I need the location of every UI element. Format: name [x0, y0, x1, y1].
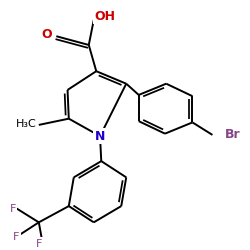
Text: F: F	[36, 238, 42, 248]
Text: F: F	[13, 232, 20, 242]
Text: H₃C: H₃C	[16, 119, 37, 129]
Text: O: O	[42, 28, 52, 41]
Text: F: F	[10, 204, 16, 214]
Text: N: N	[95, 130, 105, 143]
Text: Br: Br	[225, 128, 240, 141]
Text: OH: OH	[94, 10, 116, 23]
